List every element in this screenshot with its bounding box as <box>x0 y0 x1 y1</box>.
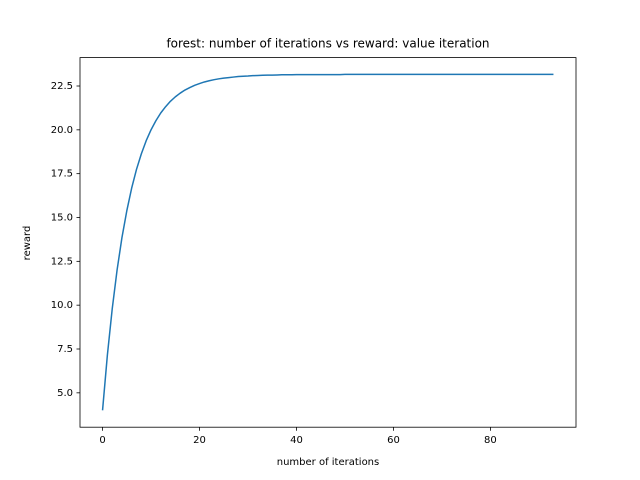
x-tick-label: 80 <box>484 435 497 446</box>
x-tick-label: 40 <box>290 435 303 446</box>
y-tick-label: 15.0 <box>51 213 73 224</box>
y-axis-label: reward <box>22 226 33 261</box>
y-tick-label: 20.0 <box>51 125 73 136</box>
plot-frame <box>79 57 577 428</box>
x-tick-label: 20 <box>193 435 206 446</box>
x-tick-label: 60 <box>387 435 400 446</box>
x-tick-label: 0 <box>99 435 105 446</box>
y-tick-label: 5.0 <box>57 388 73 399</box>
chart-title: forest: number of iterations vs reward: … <box>166 37 489 51</box>
y-tick-label: 10.0 <box>51 300 73 311</box>
data-line <box>101 73 554 411</box>
y-tick-label: 7.5 <box>57 344 73 355</box>
x-axis-label: number of iterations <box>277 457 379 468</box>
y-tick-label: 17.5 <box>51 169 73 180</box>
y-tick-label: 22.5 <box>51 81 73 92</box>
y-tick-label: 12.5 <box>51 256 73 267</box>
